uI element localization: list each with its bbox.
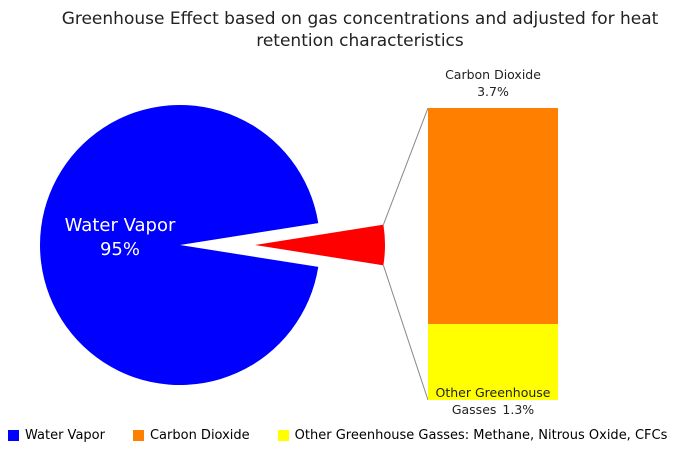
- value-label: 95%: [99, 239, 140, 260]
- bar-label: Carbon Dioxide 3.7%: [413, 66, 573, 100]
- legend: Water Vapor Carbon Dioxide Other Greenhous…: [8, 428, 667, 443]
- bar-label: Other Greenhouse Gasses 1.3%: [425, 384, 561, 418]
- legend-label: Other Greenhouse Gasses: Methane, Nitrou…: [294, 428, 668, 443]
- legend-swatch: [277, 430, 289, 441]
- chart-title: Greenhouse Effect based on gas concentra…: [61, 9, 659, 51]
- legend-item: Carbon Dioxide: [132, 428, 250, 443]
- bar-name: Carbon Dioxide: [445, 67, 541, 82]
- legend-item: Other Greenhouse Gasses: Methane, Nitrou…: [277, 428, 668, 443]
- connector-line: [382, 107, 429, 225]
- value-label: 1.3%: [502, 402, 535, 417]
- connector-line: [382, 265, 429, 401]
- pie-slice: [40, 105, 319, 385]
- pie-slice-group: [255, 224, 385, 266]
- slice-name: Water Vapor: [64, 215, 176, 236]
- legend-swatch: [132, 430, 144, 441]
- bar-segment: [428, 108, 558, 325]
- legend-label: Carbon Dioxide: [149, 428, 250, 443]
- bar-segment: [428, 324, 558, 400]
- value-label: 3.7%: [477, 84, 509, 99]
- legend-item: Water Vapor: [8, 428, 105, 443]
- slice-label: Water Vapor 95%: [40, 214, 200, 262]
- legend-swatch: [8, 430, 19, 441]
- bar-name: Other Greenhouse Gasses: [435, 385, 551, 417]
- legend-label: Water Vapor: [25, 428, 105, 443]
